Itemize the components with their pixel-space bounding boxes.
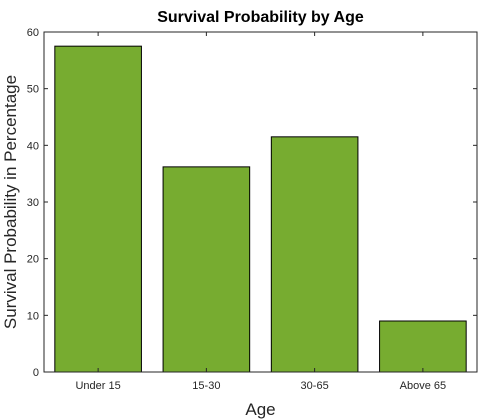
y-tick-label: 60 — [27, 27, 39, 39]
y-tick-label: 0 — [33, 367, 39, 379]
x-tick-label: 15-30 — [192, 380, 220, 392]
x-tick-label: 30-65 — [301, 380, 329, 392]
bar-30-65 — [270, 136, 359, 373]
y-axis-label: Survival Probability in Percentage — [1, 75, 20, 329]
y-tick-label: 10 — [27, 310, 39, 322]
y-tick-label: 30 — [27, 197, 39, 209]
bar-above-65 — [379, 320, 467, 373]
x-axis-ticks: Under 15 15-30 30-65 Above 65 — [75, 32, 446, 392]
chart-title: Survival Probability by Age — [157, 9, 364, 26]
x-tick-label: Above 65 — [400, 380, 446, 392]
y-axis-ticks: 0 10 20 30 40 50 60 — [27, 27, 477, 379]
bar-under-15 — [54, 45, 142, 373]
y-tick-label: 20 — [27, 254, 39, 266]
x-axis-label: Age — [245, 400, 275, 419]
bar-15-30 — [162, 166, 251, 373]
y-tick-label: 40 — [27, 140, 39, 152]
x-tick-label: Under 15 — [75, 380, 120, 392]
bars-layer — [54, 45, 467, 373]
y-tick-label: 50 — [27, 84, 39, 96]
